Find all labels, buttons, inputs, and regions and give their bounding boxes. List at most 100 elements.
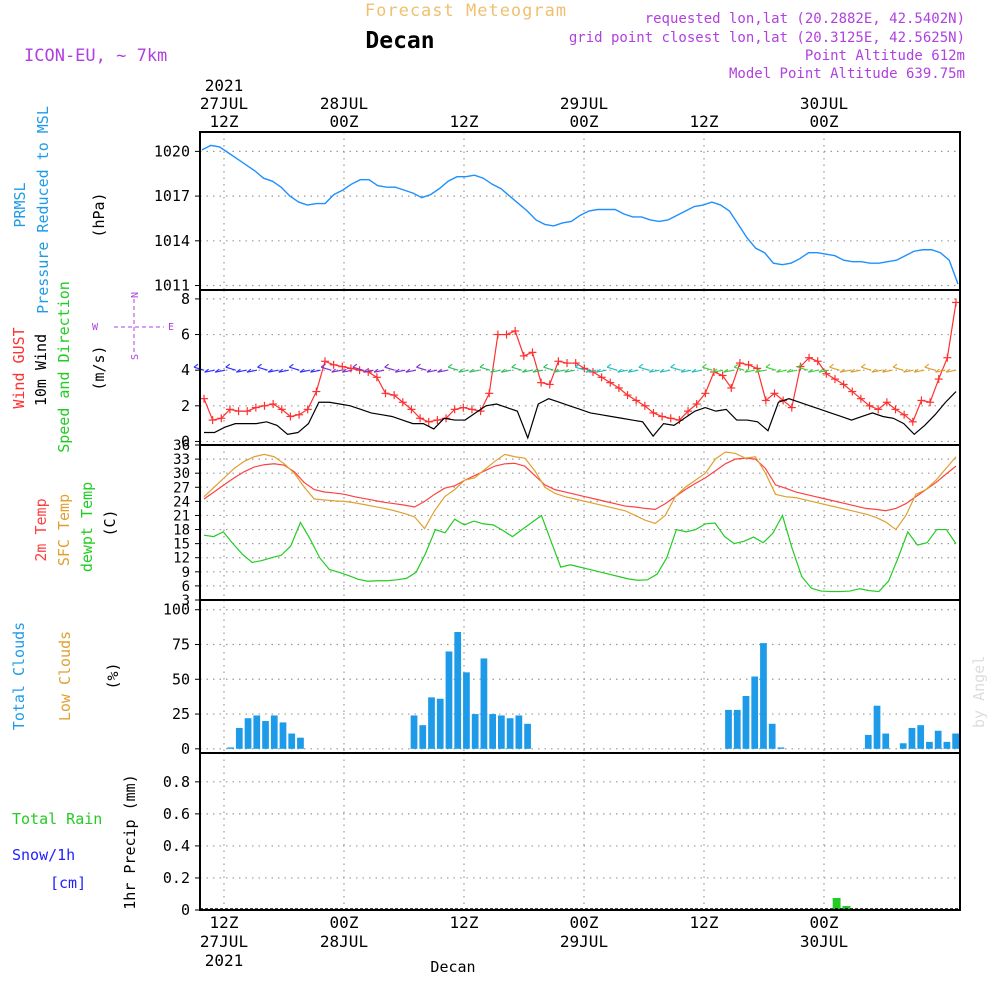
wind-arrow — [289, 366, 300, 371]
wind-arrow — [659, 369, 671, 373]
wind-arrow — [405, 369, 416, 373]
wind-arrow-head — [818, 368, 824, 373]
wind-arrow-head — [564, 368, 570, 373]
requested-coords: requested lon,lat (20.2882E, 42.5402N) — [645, 11, 965, 27]
bottom-time-label: 12Z — [210, 913, 239, 932]
rain-bar — [832, 897, 841, 910]
top-time-label: 12Z — [690, 112, 719, 131]
frame-layer — [199, 131, 961, 911]
wind-arrow — [702, 366, 713, 371]
wind-line — [204, 391, 957, 440]
bottom-time-label: 30JUL — [800, 932, 848, 951]
wind-arrow-head — [744, 368, 750, 373]
temp-tick-label: 9 — [182, 565, 190, 581]
wind-arrow-head — [860, 363, 866, 368]
wind-arrow-head — [331, 368, 337, 373]
location-title: Decan — [365, 28, 434, 54]
cloud-bar — [882, 733, 890, 749]
top-time-label: 28JUL — [320, 94, 368, 113]
model-altitude: Model Point Altitude 639.75m — [729, 66, 965, 82]
cloud-bar — [297, 737, 304, 749]
grid-point-coords: grid point closest lon,lat (20.3125E, 42… — [569, 30, 965, 46]
temp-dewpt-line — [203, 513, 957, 593]
clouds-label-low: Low Clouds — [56, 631, 74, 721]
wind-arrow-head — [871, 368, 877, 373]
wind-arrow — [871, 369, 882, 373]
wind-label-gust: Wind GUST — [10, 327, 28, 408]
temp-tick-label: 3 — [182, 593, 190, 609]
cloud-bar — [419, 725, 427, 749]
temp-panel-frame — [199, 444, 961, 601]
wind-arrow-head — [479, 363, 485, 368]
top-time-label: 2021 — [205, 76, 244, 95]
wind-arrow — [903, 369, 914, 373]
wind-arrow — [818, 369, 830, 373]
pressure-label-prmsl: PRMSL — [11, 182, 29, 227]
wind-arrow — [490, 369, 501, 373]
cloud-bar — [864, 734, 872, 749]
wind-arrow-head — [649, 368, 654, 373]
wind-arrow-head — [829, 363, 834, 368]
wind-arrow — [479, 366, 491, 371]
wind-arrow-head — [627, 368, 633, 373]
wind-arrow-head — [797, 363, 803, 368]
bottom-time-label: 27JUL — [200, 932, 248, 951]
wind-arrow-head — [903, 368, 908, 373]
wind-arrow-head — [214, 368, 220, 373]
wind-arrow — [416, 366, 427, 371]
wind-arrow — [914, 369, 925, 373]
cloud-bar — [506, 718, 514, 749]
compass-rose: E W N S — [92, 292, 174, 360]
wind-arrow — [246, 369, 258, 373]
wind-arrow-head — [945, 368, 951, 373]
cloud-bar — [926, 741, 933, 749]
cloud-bar — [760, 643, 767, 749]
temp-tick-label: 18 — [173, 523, 190, 539]
cloud-bar — [751, 676, 759, 749]
product-title: Forecast Meteogram — [365, 1, 567, 21]
temp-tick-label: 33 — [173, 452, 190, 468]
wind-arrow — [310, 369, 321, 373]
temp-label-dewpt: dewpt Temp — [78, 482, 96, 572]
wind-arrow-head — [691, 368, 697, 373]
cloud-bar — [262, 721, 269, 749]
clouds-unit: (%) — [104, 662, 122, 689]
wind-arrow — [755, 369, 766, 373]
precip-tick-label: 0.6 — [163, 805, 190, 823]
compass-east: E — [168, 322, 174, 333]
cloud-bar — [454, 631, 462, 749]
wind-arrow-head — [458, 368, 464, 373]
wind-arrow-head — [267, 368, 273, 373]
wind-arrow-head — [924, 363, 930, 368]
temp-tick-label: 6 — [182, 579, 190, 595]
wind-arrow — [765, 366, 777, 371]
wind-arrow-head — [416, 363, 421, 368]
cloud-bar — [436, 698, 444, 749]
wind-arrow-head — [341, 368, 347, 373]
wind-arrow — [511, 366, 522, 371]
temp-sfc-line — [203, 451, 957, 531]
cloud-bar — [943, 741, 951, 749]
temp-tick-label: 27 — [173, 480, 190, 496]
wind-arrow-head — [913, 368, 919, 373]
wind-arrow-head — [670, 363, 675, 368]
compass-west: W — [92, 322, 99, 333]
wind-arrow-head — [553, 368, 559, 373]
wind-arrow — [448, 366, 459, 371]
wind-arrow-head — [511, 363, 517, 368]
wind-arrow — [331, 369, 342, 373]
top-time-label: 29JUL — [560, 94, 608, 113]
wind-panel-frame — [199, 289, 961, 446]
wind-arrow-head — [839, 368, 845, 373]
wind-arrow-head — [638, 363, 644, 368]
wind-arrow — [342, 369, 353, 373]
pressure-panel-frame — [199, 131, 961, 291]
wind-tick-label: 0 — [181, 432, 190, 450]
cloud-bar — [270, 715, 278, 749]
cloud-bar — [445, 651, 453, 749]
wind-arrow-head — [490, 368, 495, 373]
wind-arrow — [892, 366, 904, 371]
wind-arrow — [733, 366, 745, 371]
wind-arrow — [839, 369, 851, 373]
